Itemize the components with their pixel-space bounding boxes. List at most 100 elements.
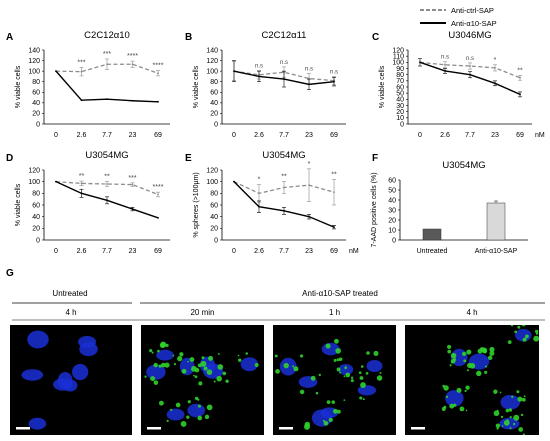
green-signal-3 bbox=[463, 359, 467, 363]
a10-data-point-e bbox=[258, 205, 260, 208]
y-tick-label-c: 10 bbox=[396, 115, 404, 122]
green-signal-2 bbox=[326, 400, 331, 405]
ctrl-data-point-e bbox=[283, 186, 285, 189]
y-tick-label-e: 100 bbox=[206, 179, 218, 186]
nucleus-1 bbox=[146, 364, 166, 380]
y-tick-label-b: 0 bbox=[214, 121, 218, 128]
green-signal-2 bbox=[360, 365, 364, 368]
micrograph-content-2 bbox=[274, 338, 383, 430]
green-signal-1 bbox=[165, 343, 169, 348]
green-signal-1 bbox=[180, 420, 187, 427]
significance-mark-e: * bbox=[308, 161, 311, 168]
time-label-1: 20 min bbox=[190, 308, 214, 317]
x-tick-label-a: 69 bbox=[154, 132, 162, 139]
significance-mark-c: n.s bbox=[441, 55, 449, 61]
y-axis-label-f: 7-AAD positive cells (%) bbox=[371, 172, 378, 247]
micrograph-1 bbox=[141, 325, 264, 435]
a10-data-point-a bbox=[106, 98, 108, 101]
x-tick-label-c: 0 bbox=[418, 132, 422, 139]
y-tick-label-c: 30 bbox=[396, 103, 404, 110]
a10-series-line-a bbox=[55, 70, 159, 103]
green-signal-3 bbox=[509, 415, 512, 419]
panel-label-d: D bbox=[6, 153, 13, 164]
chart-title-c: U3046MG bbox=[448, 30, 491, 41]
green-signal-3 bbox=[487, 355, 493, 361]
significance-mark-a: **** bbox=[153, 63, 164, 70]
micrograph-3 bbox=[405, 325, 539, 435]
micrograph-content-0 bbox=[21, 330, 98, 430]
chart-title-f: U3054MG bbox=[442, 160, 485, 171]
green-signal-3 bbox=[499, 391, 502, 394]
y-tick-label-b: 80 bbox=[210, 79, 218, 86]
bar-f-0 bbox=[422, 228, 442, 241]
y-tick-label-c: 100 bbox=[392, 60, 404, 67]
green-signal-3 bbox=[449, 364, 452, 367]
green-signal-3 bbox=[513, 414, 520, 421]
green-signal-2 bbox=[376, 375, 383, 381]
y-tick-label-c: 60 bbox=[396, 84, 404, 91]
untreated-heading: Untreated bbox=[52, 289, 87, 298]
y-tick-label-d: 40 bbox=[32, 214, 40, 221]
green-signal-3 bbox=[535, 332, 539, 335]
y-tick-label-f: 50 bbox=[388, 187, 396, 194]
panel-label-c: C bbox=[372, 32, 379, 43]
ctrl-series-line-c bbox=[419, 61, 521, 79]
micrograph-2 bbox=[273, 325, 396, 435]
ctrl-data-point-c bbox=[494, 66, 496, 69]
green-signal-3 bbox=[509, 427, 512, 430]
x-tick-label-a: 7.7 bbox=[102, 132, 112, 139]
green-signal-1 bbox=[197, 415, 203, 421]
green-signal-1 bbox=[217, 364, 224, 370]
green-signal-2 bbox=[366, 351, 370, 355]
y-axis-label-a: % viable cells bbox=[15, 65, 22, 108]
green-signal-3 bbox=[517, 396, 523, 402]
panel-f: F U3054MG 0 10 20 30 40 50 60 7-AAD positive cell… bbox=[371, 153, 528, 255]
green-signal-1 bbox=[193, 374, 195, 377]
panel-label-f: F bbox=[372, 153, 378, 164]
chart-title-b: C2C12α11 bbox=[262, 30, 307, 41]
scale-bar-0 bbox=[16, 427, 30, 430]
nucleus-1 bbox=[156, 349, 174, 361]
green-signal-1 bbox=[238, 358, 242, 362]
ctrl-data-point-c bbox=[469, 65, 471, 67]
a10-data-point-a bbox=[55, 70, 57, 73]
green-signal-2 bbox=[335, 348, 342, 354]
green-signal-3 bbox=[493, 410, 500, 417]
significance-mark-d: **** bbox=[153, 184, 164, 191]
y-tick-label-d: 0 bbox=[36, 237, 40, 244]
significance-mark-a: *** bbox=[77, 59, 85, 66]
green-signal-2 bbox=[359, 376, 364, 380]
y-axis-label-e: % spheres (>100µm) bbox=[193, 172, 200, 237]
ctrl-data-point-c bbox=[444, 63, 446, 66]
green-signal-3 bbox=[465, 385, 470, 390]
x-tick-label-b: 69 bbox=[330, 132, 338, 139]
green-signal-1 bbox=[216, 375, 223, 382]
green-signal-3 bbox=[510, 325, 514, 327]
y-tick-label-d: 20 bbox=[32, 226, 40, 233]
significance-mark-b: n.s bbox=[280, 60, 288, 66]
green-signal-1 bbox=[166, 419, 169, 422]
y-tick-label-e: 40 bbox=[210, 214, 218, 221]
significance-mark-e: ** bbox=[331, 171, 337, 178]
a10-data-point-e bbox=[233, 180, 235, 183]
scale-bar-2 bbox=[279, 427, 293, 430]
ctrl-data-point-e bbox=[258, 192, 260, 195]
y-tick-label-d: 80 bbox=[32, 191, 40, 198]
green-signal-2 bbox=[292, 365, 295, 368]
green-signal-1 bbox=[181, 368, 187, 374]
ctrl-data-point-d bbox=[157, 193, 159, 196]
green-signal-1 bbox=[157, 349, 160, 353]
green-signal-1 bbox=[254, 362, 259, 367]
green-signal-2 bbox=[299, 389, 305, 395]
significance-mark-d: *** bbox=[128, 175, 136, 182]
green-signal-1 bbox=[200, 360, 207, 367]
green-signal-3 bbox=[446, 344, 452, 350]
green-signal-3 bbox=[443, 385, 449, 391]
panel-e: E U3054MG 0 20 40 60 80 100 120 % spheres (>100µm… bbox=[185, 150, 359, 255]
y-axis-label-c: % viable cells bbox=[379, 65, 386, 108]
green-signal-3 bbox=[534, 329, 539, 334]
green-signal-2 bbox=[275, 369, 280, 374]
green-signal-3 bbox=[508, 408, 513, 412]
green-signal-3 bbox=[495, 423, 501, 428]
green-signal-1 bbox=[197, 398, 200, 401]
